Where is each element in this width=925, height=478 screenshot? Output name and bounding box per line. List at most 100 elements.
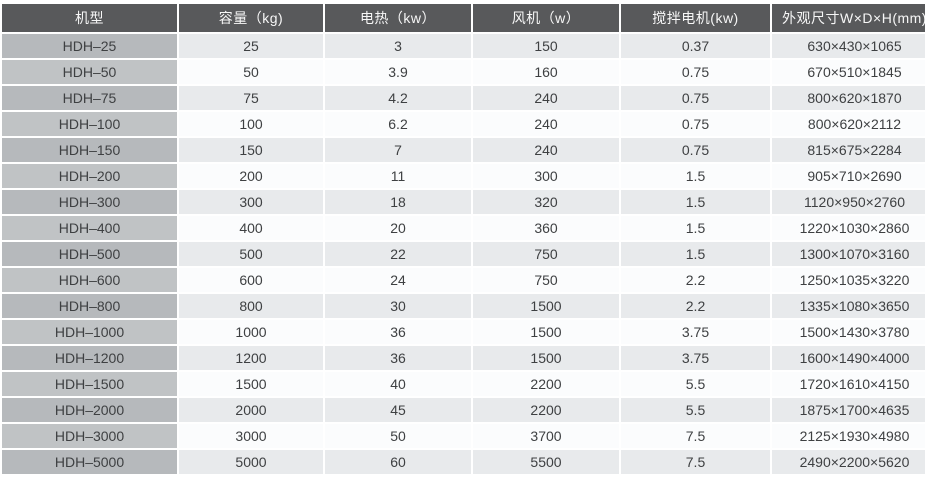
- model-cell: HDH–400: [2, 216, 177, 240]
- table-row: HDH–500 500 22 750 1.5 1300×1070×3160: [2, 242, 925, 266]
- fan-cell: 5500: [473, 450, 619, 474]
- column-header-heating: 电热（kw）: [325, 4, 471, 32]
- dimensions-cell: 630×430×1065: [772, 34, 925, 58]
- table-row: HDH–25 25 3 150 0.37 630×430×1065: [2, 34, 925, 58]
- mixer-cell: 1.5: [621, 216, 770, 240]
- capacity-cell: 2000: [179, 398, 323, 422]
- dimensions-cell: 815×675×2284: [772, 138, 925, 162]
- model-cell: HDH–800: [2, 294, 177, 318]
- model-cell: HDH–1200: [2, 346, 177, 370]
- dimensions-cell: 2125×1930×4980: [772, 424, 925, 448]
- dimensions-cell: 1500×1430×3780: [772, 320, 925, 344]
- table-row: HDH–100 100 6.2 240 0.75 800×620×2112: [2, 112, 925, 136]
- heating-cell: 3: [325, 34, 471, 58]
- mixer-cell: 0.75: [621, 60, 770, 84]
- dimensions-cell: 1120×950×2760: [772, 190, 925, 214]
- heating-cell: 24: [325, 268, 471, 292]
- capacity-cell: 600: [179, 268, 323, 292]
- capacity-cell: 75: [179, 86, 323, 110]
- capacity-cell: 150: [179, 138, 323, 162]
- heating-cell: 6.2: [325, 112, 471, 136]
- table-row: HDH–1200 1200 36 1500 3.75 1600×1490×4000: [2, 346, 925, 370]
- capacity-cell: 500: [179, 242, 323, 266]
- column-header-fan: 风机（w）: [473, 4, 619, 32]
- heating-cell: 50: [325, 424, 471, 448]
- fan-cell: 320: [473, 190, 619, 214]
- mixer-cell: 7.5: [621, 450, 770, 474]
- heating-cell: 20: [325, 216, 471, 240]
- table-row: HDH–5000 5000 60 5500 7.5 2490×2200×5620: [2, 450, 925, 474]
- heating-cell: 60: [325, 450, 471, 474]
- heating-cell: 22: [325, 242, 471, 266]
- model-cell: HDH–50: [2, 60, 177, 84]
- dimensions-cell: 1300×1070×3160: [772, 242, 925, 266]
- model-cell: HDH–1000: [2, 320, 177, 344]
- heating-cell: 36: [325, 320, 471, 344]
- fan-cell: 360: [473, 216, 619, 240]
- fan-cell: 1500: [473, 294, 619, 318]
- fan-cell: 3700: [473, 424, 619, 448]
- capacity-cell: 25: [179, 34, 323, 58]
- dimensions-cell: 905×710×2690: [772, 164, 925, 188]
- mixer-cell: 3.75: [621, 346, 770, 370]
- table-row: HDH–3000 3000 50 3700 7.5 2125×1930×4980: [2, 424, 925, 448]
- mixer-cell: 0.75: [621, 86, 770, 110]
- mixer-cell: 0.75: [621, 138, 770, 162]
- capacity-cell: 5000: [179, 450, 323, 474]
- dimensions-cell: 2490×2200×5620: [772, 450, 925, 474]
- model-cell: HDH–500: [2, 242, 177, 266]
- table-row: HDH–50 50 3.9 160 0.75 670×510×1845: [2, 60, 925, 84]
- table-row: HDH–2000 2000 45 2200 5.5 1875×1700×4635: [2, 398, 925, 422]
- model-cell: HDH–25: [2, 34, 177, 58]
- dimensions-cell: 800×620×2112: [772, 112, 925, 136]
- capacity-cell: 50: [179, 60, 323, 84]
- heating-cell: 45: [325, 398, 471, 422]
- column-header-mixer: 搅拌电机(kw): [621, 4, 770, 32]
- model-cell: HDH–3000: [2, 424, 177, 448]
- dimensions-cell: 1335×1080×3650: [772, 294, 925, 318]
- heating-cell: 36: [325, 346, 471, 370]
- table-row: HDH–600 600 24 750 2.2 1250×1035×3220: [2, 268, 925, 292]
- dimensions-cell: 1250×1035×3220: [772, 268, 925, 292]
- model-cell: HDH–2000: [2, 398, 177, 422]
- mixer-cell: 0.37: [621, 34, 770, 58]
- dimensions-cell: 1875×1700×4635: [772, 398, 925, 422]
- fan-cell: 240: [473, 112, 619, 136]
- capacity-cell: 1500: [179, 372, 323, 396]
- fan-cell: 2200: [473, 372, 619, 396]
- table-row: HDH–1500 1500 40 2200 5.5 1720×1610×4150: [2, 372, 925, 396]
- mixer-cell: 7.5: [621, 424, 770, 448]
- heating-cell: 3.9: [325, 60, 471, 84]
- dimensions-cell: 1720×1610×4150: [772, 372, 925, 396]
- fan-cell: 300: [473, 164, 619, 188]
- dimensions-cell: 670×510×1845: [772, 60, 925, 84]
- column-header-dimensions: 外观尺寸W×D×H(mm): [772, 4, 925, 32]
- fan-cell: 240: [473, 138, 619, 162]
- fan-cell: 1500: [473, 320, 619, 344]
- capacity-cell: 100: [179, 112, 323, 136]
- fan-cell: 2200: [473, 398, 619, 422]
- capacity-cell: 200: [179, 164, 323, 188]
- capacity-cell: 1200: [179, 346, 323, 370]
- mixer-cell: 3.75: [621, 320, 770, 344]
- fan-cell: 150: [473, 34, 619, 58]
- model-cell: HDH–75: [2, 86, 177, 110]
- model-cell: HDH–200: [2, 164, 177, 188]
- heating-cell: 40: [325, 372, 471, 396]
- table-row: HDH–300 300 18 320 1.5 1120×950×2760: [2, 190, 925, 214]
- heating-cell: 18: [325, 190, 471, 214]
- fan-cell: 160: [473, 60, 619, 84]
- mixer-cell: 5.5: [621, 398, 770, 422]
- capacity-cell: 800: [179, 294, 323, 318]
- column-header-capacity: 容量（kg): [179, 4, 323, 32]
- column-header-model: 机型: [2, 4, 177, 32]
- mixer-cell: 1.5: [621, 242, 770, 266]
- table-row: HDH–75 75 4.2 240 0.75 800×620×1870: [2, 86, 925, 110]
- mixer-cell: 0.75: [621, 112, 770, 136]
- mixer-cell: 1.5: [621, 190, 770, 214]
- header-row: 机型 容量（kg) 电热（kw） 风机（w） 搅拌电机(kw) 外观尺寸W×D×…: [2, 4, 925, 32]
- table-row: HDH–800 800 30 1500 2.2 1335×1080×3650: [2, 294, 925, 318]
- model-cell: HDH–300: [2, 190, 177, 214]
- heating-cell: 30: [325, 294, 471, 318]
